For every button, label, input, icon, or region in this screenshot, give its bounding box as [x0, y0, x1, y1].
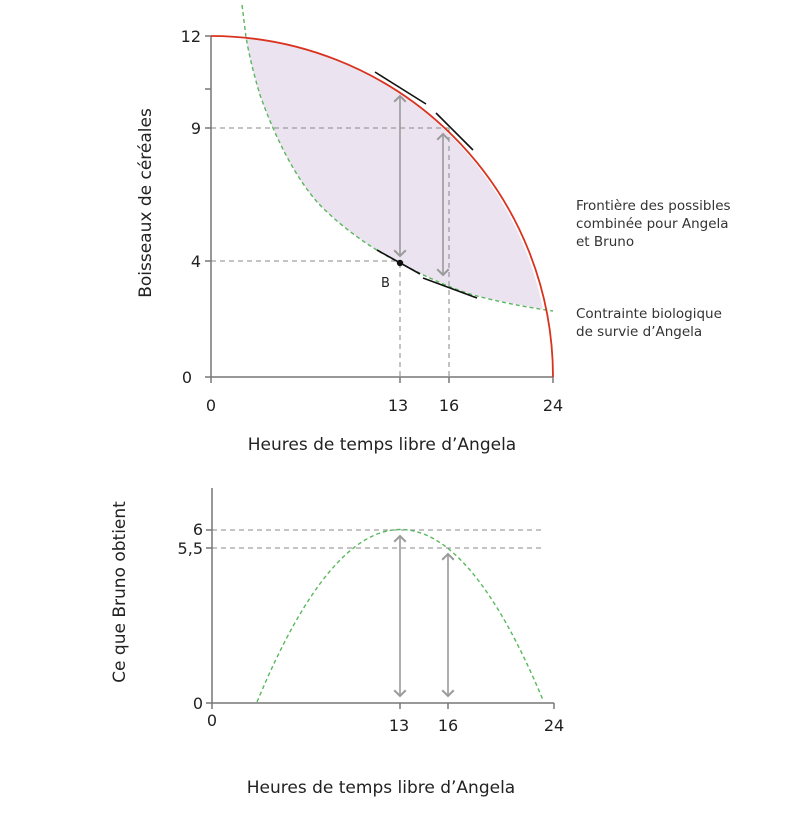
y-tick-0-bottom: 0: [193, 694, 203, 713]
x-tick-13: 13: [388, 396, 408, 415]
survival-annotation-line-2: de survie d’Angela: [576, 324, 702, 340]
guide-lines: [211, 127, 450, 377]
frontier-annotation-line-3: et Bruno: [576, 234, 634, 250]
top-x-tick-labels: 0 13 16 24: [206, 396, 563, 415]
bottom-x-axis-title: Heures de temps libre d’Angela: [247, 778, 515, 798]
frontier-curve: [210, 35, 554, 378]
bottom-x-tick-labels: 0 13 16 24: [207, 711, 564, 735]
top-y-tick-labels: 12 9 4 0: [181, 27, 201, 387]
bottom-y-axis-title: Ce que Bruno obtient: [110, 501, 130, 683]
frontier-tangent-16: [435, 112, 474, 151]
survival-annotation-line-1: Contrainte biologique: [576, 306, 722, 322]
bottom-x-tick-13: 13: [389, 716, 409, 735]
top-y-axis-title: Boisseaux de céréales: [136, 108, 156, 298]
tangent-lines: [374, 71, 478, 299]
bottom-x-tick-24: 24: [544, 716, 564, 735]
y-tick-9: 9: [191, 119, 201, 138]
survival-tangent-16: [422, 277, 478, 299]
y-tick-6: 6: [193, 520, 203, 539]
bottom-y-tick-labels: 6 5,5 0: [178, 520, 203, 713]
point-b-marker: [396, 259, 404, 267]
bottom-axes: [206, 488, 555, 709]
x-tick-0: 0: [206, 396, 216, 415]
y-tick-0: 0: [182, 368, 192, 387]
survival-annotation: Contrainte biologique de survie d’Angela: [576, 306, 722, 340]
bottom-chart: 6 5,5 0 0 13 16 24 Heures de temps libre…: [110, 488, 564, 798]
bottom-x-tick-0: 0: [207, 711, 217, 730]
frontier-annotation-line-1: Frontière des possibles: [576, 198, 731, 214]
y-tick-5-5: 5,5: [178, 539, 203, 558]
bottom-guide-lines: [212, 529, 545, 549]
gap-arrows: [393, 94, 450, 277]
frontier-annotation-line-2: combinée pour Angela: [576, 216, 729, 232]
x-tick-24: 24: [543, 396, 563, 415]
bruno-gets-curve: [256, 529, 544, 703]
frontier-annotation: Frontière des possibles combinée pour An…: [576, 198, 731, 250]
top-x-axis-title: Heures de temps libre d’Angela: [248, 435, 516, 455]
survival-constraint-curve: [241, 4, 554, 312]
y-tick-12: 12: [181, 27, 201, 46]
frontier-tangent-13: [374, 71, 427, 105]
point-b-label: B: [381, 276, 390, 291]
top-axes: [205, 35, 554, 383]
feasible-region: [246, 37, 543, 309]
bottom-arrows: [393, 534, 455, 698]
y-tick-4: 4: [191, 252, 201, 271]
x-tick-16: 16: [439, 396, 459, 415]
top-chart: B 12 9 4 0 0 13 16 24 Heures de temps li…: [136, 4, 731, 455]
bottom-x-tick-16: 16: [438, 716, 458, 735]
